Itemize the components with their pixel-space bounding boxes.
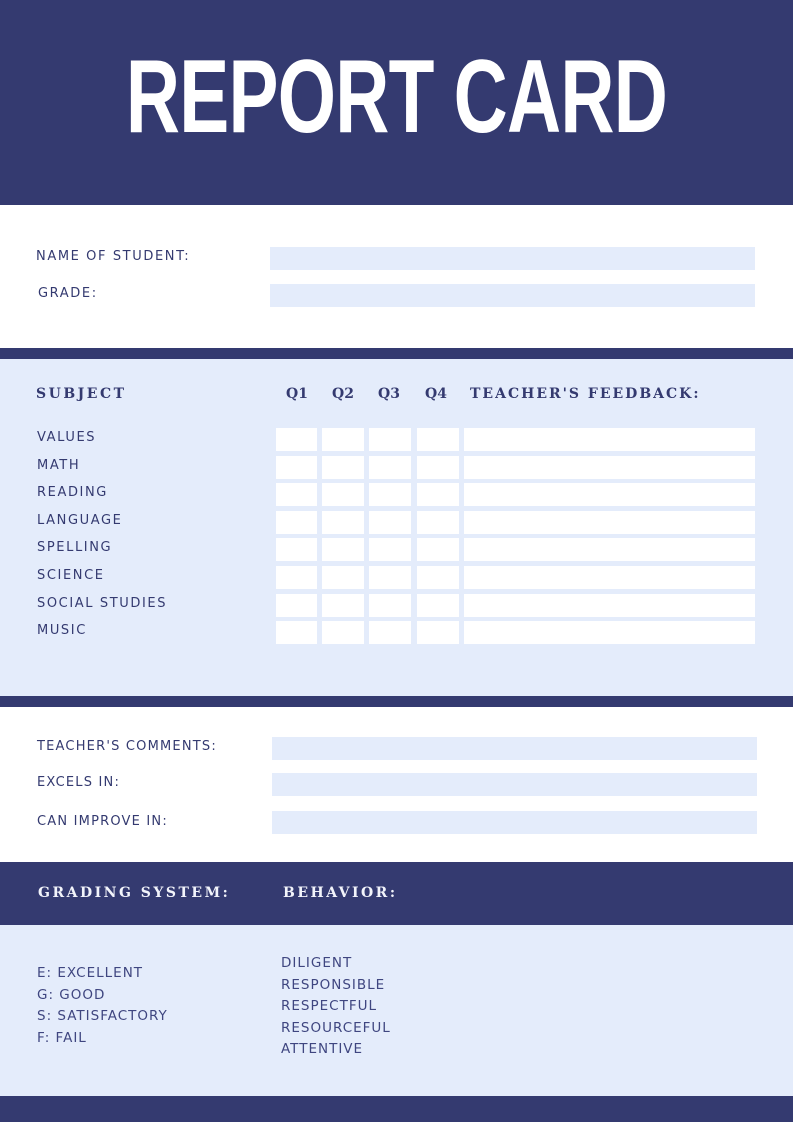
behavior-item: RESPECTFUL xyxy=(281,998,377,1014)
q4-cell[interactable] xyxy=(417,483,459,507)
q2-cell[interactable] xyxy=(322,621,364,645)
q1-cell[interactable] xyxy=(276,621,317,645)
behavior-item: RESOURCEFUL xyxy=(281,1019,391,1036)
behavior-title: BEHAVIOR: xyxy=(283,885,398,901)
subject-label: SCIENCE xyxy=(37,568,105,583)
behavior-item: ATTENTIVE xyxy=(281,1041,364,1057)
q2-cell[interactable] xyxy=(322,593,364,617)
subject-label: MUSIC xyxy=(37,623,87,639)
q2-cell[interactable] xyxy=(322,538,364,562)
q3-header: Q3 xyxy=(378,386,400,402)
q2-cell[interactable] xyxy=(322,483,364,507)
grading-item: S: SATISFACTORY xyxy=(37,1008,168,1024)
grading-item: F: FAIL xyxy=(37,1029,87,1046)
grading-item: E: EXCELLENT xyxy=(37,965,144,981)
divider xyxy=(0,348,793,359)
q3-cell[interactable] xyxy=(369,455,411,479)
can-improve-label: CAN IMPROVE IN: xyxy=(37,814,168,829)
legend-header-bar xyxy=(0,862,793,925)
q1-cell[interactable] xyxy=(276,428,317,451)
q1-cell[interactable] xyxy=(276,566,317,589)
q4-cell[interactable] xyxy=(417,455,459,479)
q4-header: Q4 xyxy=(425,386,447,402)
can-improve-field[interactable] xyxy=(272,811,757,834)
q1-cell[interactable] xyxy=(276,538,317,562)
feedback-header: TEACHER'S FEEDBACK: xyxy=(470,386,701,402)
feedback-cell[interactable] xyxy=(464,538,755,562)
q1-header: Q1 xyxy=(286,386,308,402)
q2-cell[interactable] xyxy=(322,566,364,589)
q4-cell[interactable] xyxy=(417,593,459,617)
q3-cell[interactable] xyxy=(369,428,411,451)
grade-label: GRADE: xyxy=(38,286,98,301)
subject-header: SUBJECT xyxy=(36,386,127,402)
q3-cell[interactable] xyxy=(369,510,411,534)
behavior-item: RESPONSIBLE xyxy=(281,976,386,993)
q2-cell[interactable] xyxy=(322,510,364,534)
subject-label: SPELLING xyxy=(37,540,113,556)
student-name-label: NAME OF STUDENT: xyxy=(36,249,191,264)
feedback-cell[interactable] xyxy=(464,483,755,507)
q3-cell[interactable] xyxy=(369,538,411,562)
feedback-cell[interactable] xyxy=(464,428,755,451)
q3-cell[interactable] xyxy=(369,621,411,645)
teacher-comments-field[interactable] xyxy=(272,737,757,760)
q4-cell[interactable] xyxy=(417,538,459,562)
subject-label: SOCIAL STUDIES xyxy=(37,595,168,611)
q1-cell[interactable] xyxy=(276,510,317,534)
grading-item: G: GOOD xyxy=(37,986,106,1003)
q2-cell[interactable] xyxy=(322,455,364,479)
legend-section xyxy=(0,925,793,1096)
header-banner xyxy=(0,0,793,205)
feedback-cell[interactable] xyxy=(464,621,755,645)
q4-cell[interactable] xyxy=(417,566,459,589)
excels-in-label: EXCELS IN: xyxy=(37,775,121,790)
q3-cell[interactable] xyxy=(369,483,411,507)
q2-cell[interactable] xyxy=(322,428,364,451)
q4-cell[interactable] xyxy=(417,510,459,534)
teacher-comments-label: TEACHER'S COMMENTS: xyxy=(37,739,217,754)
feedback-cell[interactable] xyxy=(464,593,755,617)
q3-cell[interactable] xyxy=(369,566,411,589)
feedback-cell[interactable] xyxy=(464,510,755,534)
behavior-item: DILIGENT xyxy=(281,955,353,971)
subject-label: READING xyxy=(37,485,108,501)
grade-field[interactable] xyxy=(270,284,755,307)
behavior-list: DILIGENT RESPONSIBLE RESPECTFUL RESOURCE… xyxy=(281,953,391,1061)
student-name-field[interactable] xyxy=(270,247,755,270)
q1-cell[interactable] xyxy=(276,593,317,617)
feedback-cell[interactable] xyxy=(464,455,755,479)
grading-system-title: GRADING SYSTEM: xyxy=(38,885,231,901)
page-title: REPORT CARD xyxy=(125,39,668,155)
divider xyxy=(0,696,793,707)
subject-label: LANGUAGE xyxy=(37,512,123,528)
footer-bar xyxy=(0,1096,793,1122)
q2-header: Q2 xyxy=(332,386,354,402)
q1-cell[interactable] xyxy=(276,455,317,479)
q4-cell[interactable] xyxy=(417,428,459,451)
subject-label: VALUES xyxy=(37,430,97,445)
grading-list: E: EXCELLENT G: GOOD S: SATISFACTORY F: … xyxy=(37,963,168,1049)
feedback-cell[interactable] xyxy=(464,566,755,589)
q3-cell[interactable] xyxy=(369,593,411,617)
subject-label: MATH xyxy=(37,457,81,473)
q1-cell[interactable] xyxy=(276,483,317,507)
excels-in-field[interactable] xyxy=(272,773,757,796)
q4-cell[interactable] xyxy=(417,621,459,645)
